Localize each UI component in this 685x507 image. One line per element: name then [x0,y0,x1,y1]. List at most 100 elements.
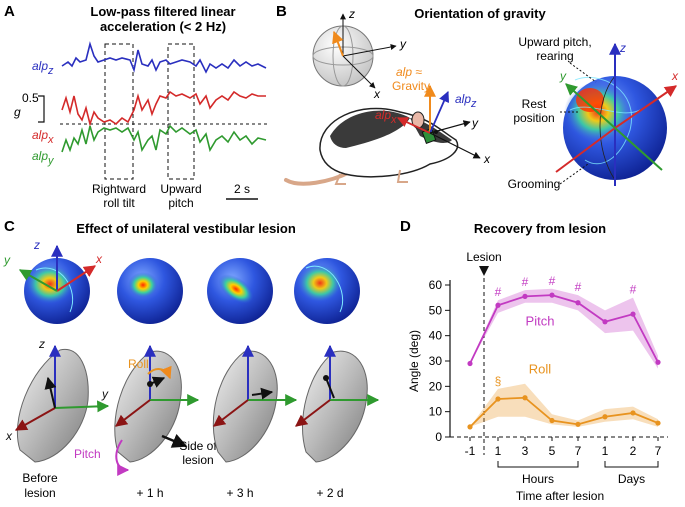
panel-a: A Low-pass filtered linear acceleration … [4,3,268,210]
c-axis-z-label: z [33,238,40,252]
roll-label: Roll [128,357,149,371]
panel-c-letter: C [4,218,15,235]
c-sphere-axis-y [18,269,58,292]
roll-point [630,410,636,416]
panel-d-title: Recovery from lesion [474,221,606,236]
roll-point [467,424,473,430]
pitch-series-line [469,294,659,364]
sphere-axis-z-label: z [619,41,626,55]
y-tick-label: 30 [429,354,443,368]
sphere-axis-y [565,83,616,129]
gravity-heatmap-sphere [555,42,677,186]
ref-axis-x [342,55,376,89]
sphere-3h [207,258,273,324]
x-tick-label: 5 [549,444,556,458]
label-rest-line1: Rest [522,97,547,111]
recovery-chart: 0 10 20 30 40 50 60 Angle (deg) Lesion -1 1 3 5 7 1 2 7 H… [407,250,668,503]
panel-c-title: Effect of unilateral vestibular lesion [76,221,296,236]
trace-alp-x [61,90,266,127]
skull-2d [295,344,380,463]
days-bracket [604,461,659,468]
panel-b-letter: B [276,3,287,20]
pitch-significance-marker: # [522,275,529,289]
panel-a-letter: A [4,3,15,20]
skull-3h [212,344,298,463]
roll-point [549,417,555,424]
skull-before [14,344,110,463]
skull-axis-x-label: x [5,429,13,443]
head-axis-x [429,132,481,159]
head-axis-z [429,91,450,134]
roll-arc-icon [147,365,172,380]
pitch-arc-icon [115,439,130,476]
skull-1h-axis-x [115,399,151,427]
hours-bracket [497,461,579,468]
y-tick-label: 50 [429,303,443,317]
hours-label: Hours [522,472,554,486]
side-label-line1: Side of [179,439,217,453]
pitch-point [522,293,528,299]
label-upward-line1: Upward pitch, [518,35,591,49]
scale-unit: g [14,105,21,119]
time-scale-label: 2 s [234,182,250,196]
sphere-axis-x-label: x [671,69,679,83]
label-grooming: Grooming [508,177,561,191]
sphere-axis-y-neg [614,127,663,171]
skull-3h-gravity-icon [251,387,274,400]
pitch-significance-marker: # [549,274,556,288]
y-tick-label: 10 [429,405,443,419]
c-sphere-axis-x [56,265,97,292]
pitch-label: Pitch [74,447,101,461]
condition-0-line2: lesion [24,486,55,500]
lesion-side-arrow-icon [161,433,188,448]
pitch-point [467,360,473,367]
pitch-point [602,319,608,325]
skull-2d-gravity-icon [325,377,335,399]
sphere-1h [117,258,183,324]
event1-line2: roll tilt [103,196,135,210]
ref-axis-y-label: y [399,37,407,51]
x-tick-label: 1 [602,444,609,458]
label-alp-y: alpy [32,149,55,167]
roll-series-line [469,396,659,428]
panel-b: B Orientation of gravity z y x alp ≈ [276,3,679,191]
pitch-point [575,300,581,306]
event2-line2: pitch [168,196,193,210]
lesion-label: Lesion [466,250,501,264]
upward-leader [569,62,597,83]
x-tick-label: 7 [655,444,662,458]
panel-d: D Recovery from lesion 0 10 20 30 40 50 60 Angl… [400,218,668,503]
alp-x-label: alpx [375,108,397,126]
x-tick-label: 7 [575,444,582,458]
y-axis-title: Angle (deg) [407,330,421,392]
panel-c: C Effect of unilateral vestibular lesion… [3,218,380,500]
roll-point [495,396,501,402]
pitch-point [655,359,661,365]
roll-point [522,395,528,401]
alp-z-label: alpz [455,92,477,110]
panel-a-title-line2: acceleration (< 2 Hz) [100,19,226,34]
x-axis-title: Time after lesion [516,489,604,503]
roll-point [602,414,608,420]
label-alp-x: alpx [32,128,54,146]
sphere-axis-x-neg [555,127,616,173]
sphere-axis-y-label: y [559,69,567,83]
event2-line1: Upward [160,182,201,196]
panel-d-letter: D [400,218,411,235]
c-axis-y-label: y [3,253,11,267]
scale-bar-vertical [38,95,45,123]
panel-b-title: Orientation of gravity [414,6,546,21]
condition-2: + 3 h [226,486,253,500]
x-tick-label: 3 [522,444,529,458]
pitch-point [630,311,636,317]
ref-axis-x-label: x [373,87,381,101]
pitch-point [549,292,555,298]
y-tick-label: 60 [429,278,443,292]
scale-value: 0.5 [22,91,39,105]
head-axis-y-label: y [471,116,479,130]
pitch-error-band [470,288,658,369]
rat-illustration [284,107,459,186]
y-tick-label: 0 [435,430,442,444]
